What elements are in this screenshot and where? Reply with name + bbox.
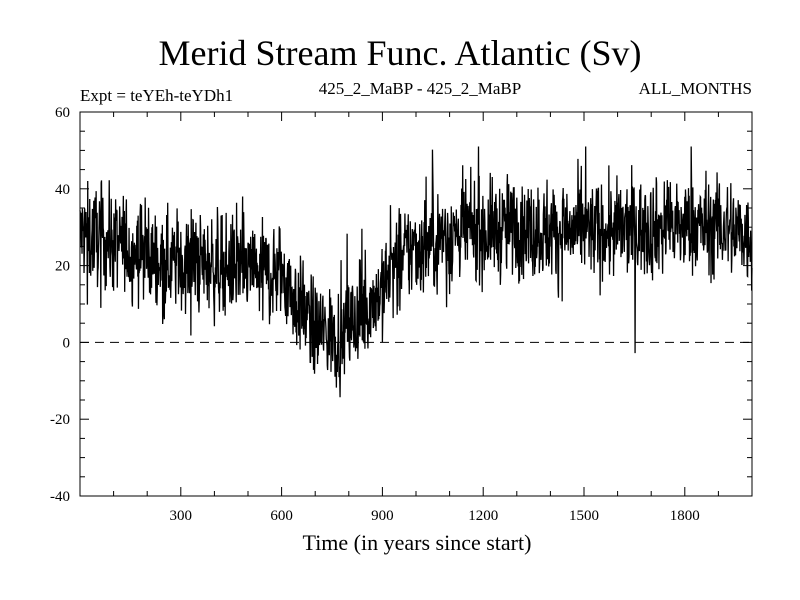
x-tick-label: 600 bbox=[270, 508, 293, 524]
x-tick-label: 1200 bbox=[468, 508, 498, 524]
experiment-label: Expt = teYEh-teYDh1 bbox=[80, 86, 234, 105]
period-label: 425_2_MaBP - 425_2_MaBP bbox=[318, 79, 522, 98]
x-tick-label: 1800 bbox=[670, 508, 700, 524]
y-tick-label: 60 bbox=[55, 105, 70, 121]
y-tick-label: -20 bbox=[50, 412, 70, 428]
x-tick-label: 900 bbox=[371, 508, 394, 524]
y-tick-label: 40 bbox=[55, 182, 70, 198]
x-tick-label: 300 bbox=[170, 508, 193, 524]
chart-title: Merid Stream Func. Atlantic (Sv) bbox=[158, 33, 642, 73]
months-label: ALL_MONTHS bbox=[638, 79, 752, 98]
x-tick-label: 1500 bbox=[569, 508, 599, 524]
series-line bbox=[79, 146, 753, 398]
y-tick-label: -40 bbox=[50, 489, 70, 505]
y-tick-label: 20 bbox=[55, 259, 70, 275]
y-tick-label: 0 bbox=[63, 335, 71, 351]
x-axis-label: Time (in years since start) bbox=[302, 530, 532, 555]
